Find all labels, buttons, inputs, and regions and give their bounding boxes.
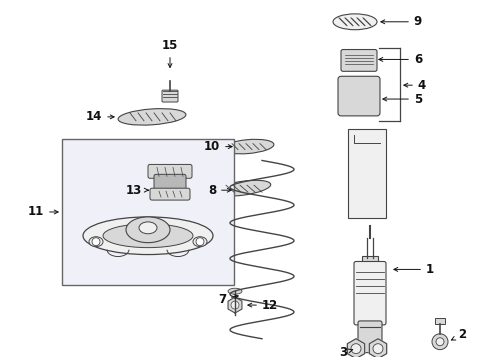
Text: 12: 12 — [247, 298, 278, 311]
Text: 9: 9 — [380, 15, 421, 28]
FancyBboxPatch shape — [337, 76, 379, 116]
Text: 3: 3 — [338, 346, 352, 359]
FancyBboxPatch shape — [154, 174, 185, 192]
Bar — [361, 256, 377, 264]
Text: 6: 6 — [378, 53, 421, 66]
Text: 4: 4 — [403, 79, 425, 92]
Circle shape — [350, 344, 360, 354]
Ellipse shape — [103, 224, 193, 248]
Bar — [434, 318, 444, 324]
Circle shape — [431, 334, 447, 350]
Polygon shape — [368, 339, 386, 359]
Circle shape — [435, 338, 443, 346]
Circle shape — [196, 238, 203, 246]
Ellipse shape — [139, 222, 157, 234]
FancyBboxPatch shape — [357, 321, 381, 352]
Polygon shape — [227, 297, 242, 313]
Text: 5: 5 — [382, 93, 421, 105]
Ellipse shape — [126, 217, 170, 243]
Polygon shape — [346, 339, 364, 359]
Circle shape — [230, 301, 239, 309]
Text: 14: 14 — [85, 111, 114, 123]
FancyBboxPatch shape — [353, 261, 385, 325]
Text: 1: 1 — [393, 263, 433, 276]
Text: 7: 7 — [218, 293, 238, 306]
Text: 8: 8 — [207, 184, 231, 197]
Ellipse shape — [89, 237, 103, 247]
Circle shape — [92, 238, 100, 246]
Ellipse shape — [227, 288, 242, 294]
Ellipse shape — [215, 180, 270, 196]
Ellipse shape — [193, 237, 206, 247]
Text: 11: 11 — [28, 206, 58, 219]
Text: 13: 13 — [125, 184, 148, 197]
Circle shape — [372, 344, 382, 354]
FancyBboxPatch shape — [340, 50, 376, 71]
Ellipse shape — [83, 217, 213, 255]
Bar — [347, 129, 385, 218]
FancyBboxPatch shape — [162, 90, 178, 102]
Bar — [62, 139, 234, 285]
FancyBboxPatch shape — [148, 165, 192, 178]
Text: 10: 10 — [203, 140, 232, 153]
Text: 2: 2 — [450, 328, 465, 341]
FancyBboxPatch shape — [150, 188, 190, 200]
Text: 15: 15 — [162, 39, 178, 67]
Ellipse shape — [118, 109, 185, 125]
Ellipse shape — [222, 139, 273, 154]
Ellipse shape — [332, 14, 376, 30]
